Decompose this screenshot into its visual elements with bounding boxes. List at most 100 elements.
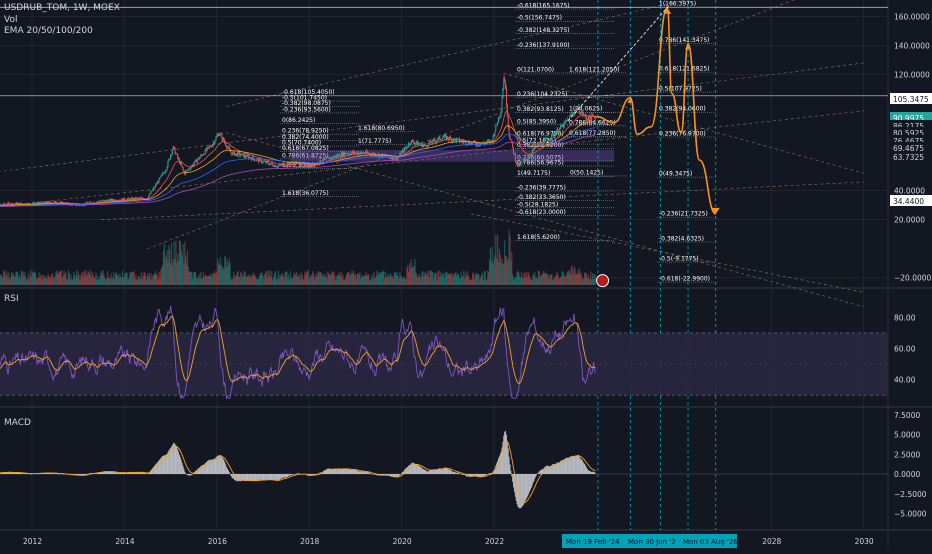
fib-c-27: 0.5(107.9725) — [659, 86, 702, 93]
candle-body-492 — [422, 145, 424, 148]
volume-bar-160 — [127, 278, 129, 285]
volume-bar-96 — [70, 274, 72, 285]
macd-bar-674 — [584, 463, 586, 474]
volume-bar-71 — [48, 276, 50, 285]
volume-bar-235 — [193, 271, 196, 285]
candle-body-498 — [427, 143, 429, 147]
macd-bar-64 — [42, 473, 44, 474]
macd-bar-619 — [535, 474, 537, 477]
projection-path[interactable] — [567, 4, 720, 288]
candle-body-227 — [186, 170, 188, 171]
candle-body-279 — [233, 151, 235, 153]
candle-body-462 — [395, 157, 397, 161]
candle-body-234 — [193, 163, 195, 166]
volume-bar-424 — [361, 277, 364, 285]
volume-bar-45 — [25, 277, 27, 285]
candle-body-392 — [333, 156, 335, 158]
macd-bar-179 — [144, 473, 146, 474]
candle-body-205 — [167, 161, 169, 168]
volume-bar-338 — [285, 271, 287, 285]
macd-bar-19 — [2, 472, 4, 474]
volume-bar-254 — [210, 273, 213, 285]
volume-bar-136 — [106, 278, 108, 285]
candle-body-478 — [409, 143, 411, 145]
fib-c-26: 0.618(121.6825) — [659, 66, 710, 73]
fib-a-21: -0.5(28.1825) — [517, 201, 558, 208]
volume-bar-653 — [565, 275, 567, 285]
volume-bar-385 — [327, 270, 329, 285]
macd-bar-28 — [10, 472, 12, 474]
volume-bar-149 — [117, 275, 119, 285]
volume-bar-358 — [303, 278, 305, 285]
macd-legend[interactable]: MACD — [4, 418, 31, 428]
macd-bar-70 — [47, 473, 49, 474]
candle-body-294 — [246, 154, 248, 158]
volume-bar-651 — [563, 274, 565, 285]
volume-bar-492 — [422, 270, 424, 285]
price-axis[interactable]: −20.000020.000040.0000120.0000140.000016… — [890, 13, 932, 519]
volume-bar-581 — [501, 258, 503, 285]
macd-bar-461 — [394, 474, 396, 478]
price-tag-4: 76.4675 — [893, 137, 924, 146]
macd-bar-277 — [231, 474, 233, 478]
volume-bar-325 — [273, 273, 276, 285]
candle-body-520 — [447, 136, 449, 139]
macd-bar-598 — [516, 474, 518, 505]
fib-d-36: -0.5(101.7450) — [282, 95, 327, 102]
macd-bar-158 — [125, 472, 127, 474]
macd-bar-557 — [480, 474, 482, 478]
volume-bar-284 — [237, 270, 239, 285]
macd-bar-218 — [178, 454, 180, 474]
price-tag-1: 90.9975 — [893, 114, 924, 123]
candle-body-109 — [82, 205, 84, 207]
macd-bar-453 — [387, 474, 389, 476]
macd-bar-422 — [360, 471, 362, 474]
macd-bar-418 — [356, 470, 358, 474]
symbol-title[interactable]: USDRUB_TOM, 1W, MOEX — [4, 3, 120, 13]
candle-body-256 — [212, 142, 214, 145]
candle-body-281 — [234, 153, 236, 156]
candle-body-597 — [515, 160, 517, 164]
macd-bar-155 — [123, 472, 125, 474]
macd-bar-491 — [421, 468, 423, 474]
macd-bar-296 — [248, 474, 250, 481]
candle-body-308 — [258, 158, 260, 162]
macd-bar-192 — [155, 463, 157, 474]
volume-bar-103 — [76, 276, 78, 285]
volume-bar-539 — [464, 278, 466, 285]
volume-bar-370 — [313, 278, 316, 285]
volume-bar-532 — [457, 274, 460, 285]
projection-target-line — [567, 4, 670, 122]
candle-body-405 — [345, 152, 347, 154]
candle-body-505 — [433, 139, 435, 142]
candle-body-314 — [264, 161, 266, 162]
macd-bar-501 — [430, 470, 432, 474]
volume-bar-337 — [284, 272, 286, 285]
macd-bar-310 — [260, 474, 262, 481]
candle-body-337 — [284, 166, 286, 168]
macd-bar-668 — [578, 456, 580, 474]
candle-body-394 — [335, 155, 337, 158]
candle-body-629 — [544, 139, 546, 141]
macd-bar-265 — [220, 455, 222, 474]
volume-bar-287 — [240, 271, 242, 285]
candle-body-25 — [7, 202, 9, 205]
candle-body-62 — [40, 202, 42, 204]
macd-bar-272 — [226, 468, 228, 474]
volume-bar-336 — [283, 278, 285, 285]
candle-body-142 — [111, 199, 113, 201]
volume-legend[interactable]: Vol — [4, 15, 18, 25]
macd-bar-316 — [266, 474, 268, 480]
candle-body-479 — [410, 140, 412, 144]
rsi-legend[interactable]: RSI — [4, 294, 19, 304]
candle-body-459 — [393, 156, 395, 160]
macd-bar-320 — [269, 474, 271, 481]
macd-bar-83 — [59, 473, 61, 475]
volume-bar-323 — [272, 279, 274, 285]
ema-legend[interactable]: EMA 20/50/100/200 — [4, 26, 93, 36]
candle-body-354 — [299, 165, 301, 167]
candle-body-417 — [355, 152, 357, 154]
fib-b-8: 1(94.0625) — [569, 106, 602, 113]
